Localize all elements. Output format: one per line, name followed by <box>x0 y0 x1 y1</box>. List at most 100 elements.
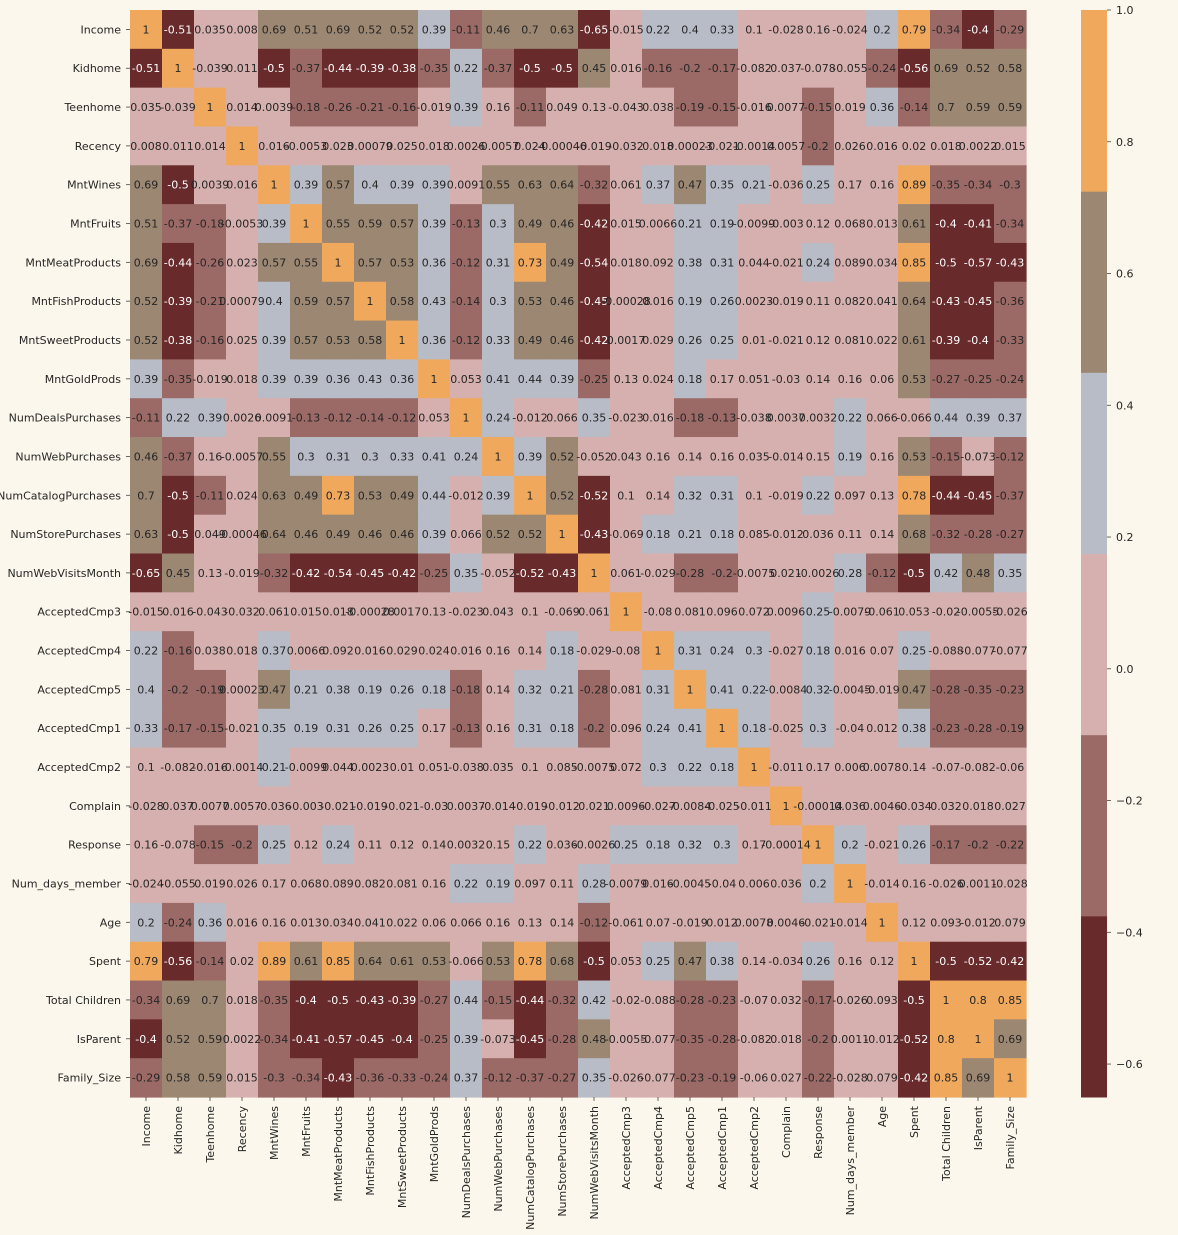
cell-value-label: 0.39 <box>422 528 447 541</box>
cell-value-label: -0.37 <box>996 489 1024 502</box>
heatmap-cell <box>418 48 451 89</box>
heatmap-cell <box>578 553 611 593</box>
cell-value-label: -0.021 <box>384 800 419 813</box>
cell-value-label: 0.13 <box>870 489 895 502</box>
cell-value-label: 0.024 <box>418 645 450 658</box>
heatmap-cell <box>578 165 611 205</box>
heatmap-cell <box>322 398 355 438</box>
heatmap-cell <box>514 242 547 283</box>
cell-value-label: 0.13 <box>198 567 223 580</box>
heatmap-cell <box>386 281 419 322</box>
cell-value-label: 0.16 <box>486 916 511 929</box>
heatmap-cell <box>738 242 771 283</box>
heatmap-cell <box>578 437 611 477</box>
heatmap-cell <box>930 48 963 89</box>
heatmap-cell <box>930 437 963 477</box>
cell-value-label: 0.18 <box>646 839 671 852</box>
heatmap-cell <box>418 320 451 360</box>
heatmap-cell <box>770 204 803 244</box>
cell-value-label: 0.73 <box>326 489 351 502</box>
heatmap-cell <box>610 708 643 749</box>
cell-value-label: 0.12 <box>390 839 415 852</box>
cell-value-label: 0.2 <box>841 839 859 852</box>
heatmap-cell <box>610 126 643 166</box>
cell-value-label: 0.33 <box>134 722 159 735</box>
heatmap-cell <box>130 747 163 788</box>
heatmap-cell <box>290 902 323 943</box>
heatmap-cell <box>194 864 227 904</box>
heatmap-cell <box>130 592 163 632</box>
cell-value-label: 0.015 <box>226 1072 258 1085</box>
heatmap-cell <box>418 514 451 555</box>
cell-value-label: 0.53 <box>902 373 927 386</box>
cell-value-label: -0.04 <box>708 877 736 890</box>
heatmap-cell <box>418 87 451 128</box>
cell-value-label: 0.3 <box>809 722 827 735</box>
cell-value-label: -0.12 <box>996 450 1024 463</box>
heatmap-cell <box>226 165 259 205</box>
cell-value-label: 0.066 <box>546 412 578 425</box>
cell-value-label: 0.32 <box>806 683 831 696</box>
cell-value-label: -0.18 <box>452 683 480 696</box>
heatmap-cell <box>386 87 419 128</box>
cell-value-label: 0.19 <box>486 877 511 890</box>
cell-value-label: 0.53 <box>326 334 351 347</box>
cell-value-label: 0.15 <box>486 839 511 852</box>
heatmap-cell <box>802 708 835 749</box>
heatmap-cell <box>194 398 227 438</box>
cell-value-label: -0.54 <box>580 256 608 269</box>
cell-value-label: -0.039 <box>192 62 227 75</box>
cell-value-label: 0.16 <box>710 450 735 463</box>
heatmap-cell <box>834 398 867 438</box>
heatmap-cell <box>354 87 387 128</box>
heatmap-cell <box>738 747 771 788</box>
heatmap-cell <box>930 631 963 671</box>
heatmap-cell <box>962 10 995 50</box>
cell-value-label: 0.59 <box>294 295 319 308</box>
cell-value-label: 0.85 <box>902 256 927 269</box>
cell-value-label: -0.028 <box>992 877 1027 890</box>
heatmap-cell <box>162 747 195 788</box>
cell-value-label: 0.0032 <box>447 839 486 852</box>
heatmap-cell <box>514 592 547 632</box>
heatmap-cell <box>578 48 611 89</box>
heatmap-cell <box>802 786 835 826</box>
heatmap-cell <box>418 825 451 865</box>
cell-value-label: 0.22 <box>678 761 703 774</box>
cell-value-label: 0.68 <box>902 528 927 541</box>
cell-value-label: 0.024 <box>642 373 674 386</box>
cell-value-label: 0.41 <box>710 683 735 696</box>
heatmap-cell <box>226 204 259 244</box>
heatmap-cell <box>450 786 483 826</box>
x-tick-label: AcceptedCmp4 <box>652 1106 665 1190</box>
heatmap-cell <box>834 553 867 593</box>
heatmap-cells <box>130 10 1027 1098</box>
cell-value-label: -0.42 <box>388 567 416 580</box>
cell-value-label: -0.043 <box>608 101 643 114</box>
cell-value-label: 0.7 <box>937 101 955 114</box>
heatmap-cell <box>994 165 1027 205</box>
cell-value-label: -0.03 <box>772 373 800 386</box>
cell-value-label: 0.013 <box>290 916 322 929</box>
heatmap-cell <box>322 1019 355 1059</box>
cell-value-label: -0.5 <box>167 489 188 502</box>
cell-value-label: 0.4 <box>265 295 283 308</box>
heatmap-cell <box>610 669 643 710</box>
cell-value-label: -0.17 <box>804 994 832 1007</box>
cell-value-label: 0.097 <box>514 877 546 890</box>
cell-value-label: 0.016 <box>226 179 258 192</box>
heatmap-cell <box>610 514 643 555</box>
heatmap-cell <box>674 902 707 943</box>
cell-value-label: -0.00046 <box>217 528 266 541</box>
cell-value-label: 0.43 <box>422 295 447 308</box>
heatmap-cell <box>130 708 163 749</box>
cell-value-label: 1 <box>207 101 214 114</box>
cell-value-label: 0.25 <box>710 334 735 347</box>
cell-value-label: 1 <box>463 412 470 425</box>
heatmap-cell <box>450 1058 483 1098</box>
cell-value-label: 0.14 <box>518 645 543 658</box>
cell-value-label: -0.032 <box>608 140 643 153</box>
heatmap-cell <box>738 980 771 1020</box>
heatmap-cell <box>834 437 867 477</box>
